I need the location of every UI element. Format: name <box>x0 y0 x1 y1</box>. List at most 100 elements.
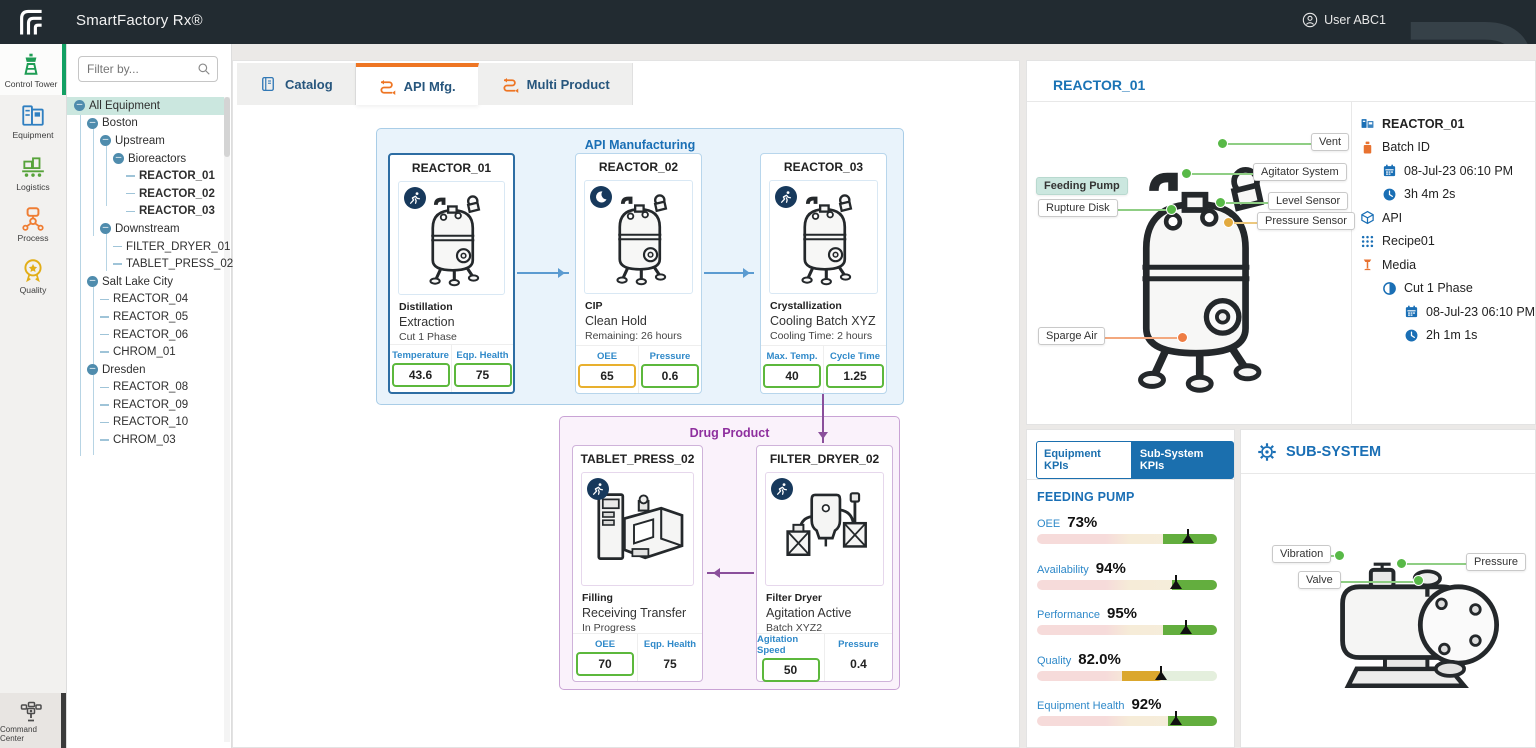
equipment-image <box>765 472 884 586</box>
collapse-icon[interactable]: – <box>87 117 98 129</box>
collapse-icon[interactable]: – <box>87 276 98 288</box>
nav-item-process[interactable]: Process <box>0 198 66 249</box>
kpi-label: Equipment Health <box>1037 700 1125 712</box>
user-menu[interactable]: User ABC1 <box>1302 12 1386 28</box>
pressure-status-dot[interactable] <box>1396 558 1407 569</box>
clock-icon <box>1404 328 1419 343</box>
tree-item-filter-dryer-01[interactable]: FILTER_DRYER_01 <box>66 238 230 256</box>
tree-label: CHROM_01 <box>113 346 176 359</box>
collapse-icon[interactable]: – <box>100 135 111 147</box>
brand-watermark-icon <box>1386 6 1536 44</box>
nav-item-control-tower[interactable]: Control Tower <box>0 44 66 96</box>
tree-item-reactor-08[interactable]: REACTOR_08 <box>66 379 224 397</box>
tree-label: FILTER_DRYER_01 <box>126 240 231 253</box>
tree-item-bioreactors[interactable]: – Bioreactors <box>66 150 224 168</box>
tree-item-reactor-04[interactable]: REACTOR_04 <box>66 291 224 309</box>
kpi-label: Max. Temp. <box>766 351 818 362</box>
tree-item-upstream[interactable]: – Upstream <box>66 132 224 150</box>
tab-equipment-kpis[interactable]: Equipment KPIs <box>1036 441 1132 479</box>
collapse-icon[interactable]: – <box>100 223 111 235</box>
leaf-connector <box>100 386 109 388</box>
flow-card-tablet-press-02[interactable]: TABLET_PRESS_02 Filling Receiving Transf… <box>572 445 703 682</box>
tree-item-reactor-05[interactable]: REACTOR_05 <box>66 308 224 326</box>
leaf-connector <box>126 193 135 195</box>
vent-status-dot[interactable] <box>1217 138 1228 149</box>
tree-item-reactor-01[interactable]: REACTOR_01 <box>66 167 224 185</box>
sparge-air-status-dot[interactable] <box>1177 332 1188 343</box>
callout-sparge-air[interactable]: Sparge Air <box>1038 327 1106 345</box>
level-sensor-status-dot[interactable] <box>1215 197 1226 208</box>
tab-api-mfg[interactable]: API Mfg. <box>355 63 479 105</box>
callout-rupture-disk[interactable]: Rupture Disk <box>1038 199 1118 217</box>
flow-card-filter-dryer-02[interactable]: FILTER_DRYER_02 Filter Dryer Agitation A… <box>756 445 893 682</box>
filter-input[interactable] <box>85 61 194 77</box>
callout-vibration[interactable]: Vibration <box>1272 545 1332 563</box>
tree-item-reactor-03[interactable]: REACTOR_03 <box>66 203 224 221</box>
card-title: REACTOR_01 <box>411 161 492 175</box>
tree-item-chrom-03[interactable]: CHROM_03 <box>66 431 224 449</box>
operation-label: Filter Dryer <box>766 592 823 604</box>
rupture-disk-status-dot[interactable] <box>1166 204 1177 215</box>
kpi-label: Eqp. Health <box>643 639 697 650</box>
valve-status-dot[interactable] <box>1413 575 1424 586</box>
callout-feeding-pump[interactable]: Feeding Pump <box>1036 177 1128 195</box>
kpi-label: OEE <box>596 351 618 362</box>
tree-item-reactor-09[interactable]: REACTOR_09 <box>66 396 224 414</box>
batch-id-label: Batch ID <box>1382 140 1430 155</box>
detail-label: Batch XYZ2 <box>766 622 823 634</box>
agitator-status-dot[interactable] <box>1181 168 1192 179</box>
tree-item-salt-lake-city[interactable]: – Salt Lake City <box>66 273 224 291</box>
flow-card-reactor-01[interactable]: REACTOR_01 Distillation Extraction Cut 1… <box>388 153 515 394</box>
callout-line <box>1084 337 1178 339</box>
flow-card-reactor-02[interactable]: REACTOR_02 CIP Clean Hold Remaining: 26 … <box>575 153 702 394</box>
tree-item-downstream[interactable]: – Downstream <box>66 220 224 238</box>
tree-item-chrom-01[interactable]: CHROM_01 <box>66 343 224 361</box>
vibration-status-dot[interactable] <box>1334 550 1345 561</box>
tree-item-dresden[interactable]: – Dresden <box>66 361 224 379</box>
nav-item-logistics[interactable]: Logistics <box>0 147 66 198</box>
tree-filter[interactable] <box>78 56 218 82</box>
idle-moon-status-icon <box>590 186 612 208</box>
tree-item-reactor-06[interactable]: REACTOR_06 <box>66 326 224 344</box>
callout-agitator-system[interactable]: Agitator System <box>1253 163 1347 181</box>
callout-vent[interactable]: Vent <box>1311 133 1350 151</box>
media-label: Media <box>1382 257 1417 272</box>
tab-multi-product[interactable]: Multi Product <box>478 63 633 105</box>
tree-scrollbar[interactable] <box>224 97 230 742</box>
flow-arrow-r01-r02 <box>517 268 569 278</box>
flow-card-reactor-03[interactable]: REACTOR_03 Crystallization Cooling Batch… <box>760 153 887 394</box>
collapse-icon[interactable]: – <box>113 153 124 165</box>
clock-icon <box>1382 187 1397 202</box>
nav-item-equipment[interactable]: Equipment <box>0 95 66 146</box>
running-status-icon <box>771 478 793 500</box>
callout-line <box>1327 555 1339 557</box>
equipment-detail-panel: REACTOR_01 REACTOR_01 Batch ID 08-Jul-23… <box>1026 60 1536 425</box>
operation-label: CIP <box>585 300 603 312</box>
tree-item-reactor-10[interactable]: REACTOR_10 <box>66 414 224 432</box>
tab-catalog[interactable]: Catalog <box>237 63 356 105</box>
flow-tabs: Catalog API Mfg. Multi Product <box>237 63 633 105</box>
process-flow-panel: Catalog API Mfg. Multi Product API Manuf… <box>232 60 1020 748</box>
tree-label: Bioreactors <box>128 152 187 165</box>
phase-label: Agitation Active <box>766 606 852 620</box>
tree-item-all-equipment[interactable]: – All Equipment <box>66 97 224 115</box>
quality-icon <box>20 257 46 283</box>
kpi-row-oee: OEE 73% <box>1037 514 1223 560</box>
tab-sub-system-kpis[interactable]: Sub-System KPIs <box>1131 441 1234 479</box>
collapse-icon[interactable]: – <box>74 100 85 112</box>
callout-pressure[interactable]: Pressure <box>1466 553 1527 571</box>
pressure-sensor-status-dot[interactable] <box>1223 217 1234 228</box>
collapse-icon[interactable]: – <box>87 364 98 376</box>
callout-line <box>1233 222 1257 224</box>
tree-item-boston[interactable]: – Boston <box>66 115 224 133</box>
card-title: FILTER_DRYER_02 <box>769 452 880 466</box>
callout-pressure-sensor[interactable]: Pressure Sensor <box>1257 212 1355 230</box>
nav-item-quality[interactable]: Quality <box>0 250 66 301</box>
callout-level-sensor[interactable]: Level Sensor <box>1268 192 1349 210</box>
kpi-value: 43.6 <box>391 363 450 387</box>
callout-valve[interactable]: Valve <box>1298 571 1341 589</box>
tree-item-reactor-02[interactable]: REACTOR_02 <box>66 185 224 203</box>
nav-item-command-center[interactable]: Command Center <box>0 693 66 748</box>
tree-item-tablet-press-02[interactable]: TABLET_PRESS_02 <box>66 255 233 273</box>
equipment-icon <box>20 102 46 128</box>
